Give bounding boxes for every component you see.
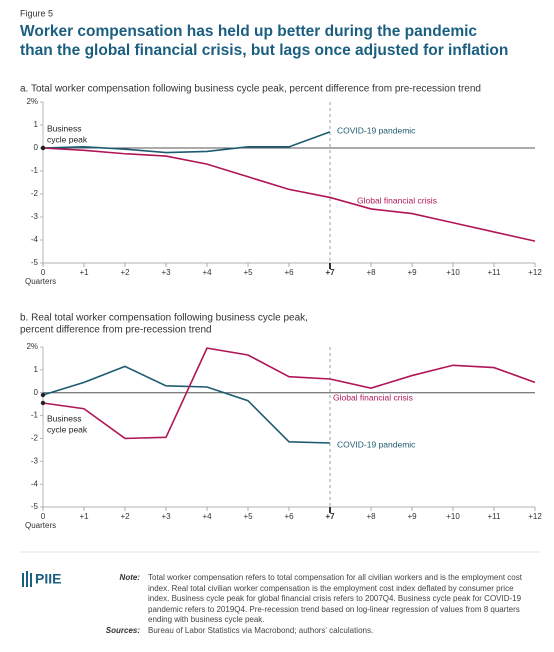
x-tick-label: 0 [41,268,46,277]
annotation: cycle peak [47,424,88,434]
x-tick-label: +3 [161,512,171,521]
y-tick-label: 0 [34,388,39,397]
annotation: cycle peak [47,134,88,144]
start-marker [40,392,46,398]
panel-title: percent difference from pre-recession tr… [20,325,212,336]
panel-title: a. Total worker compensation following b… [20,84,481,95]
y-tick-label: 2% [26,97,38,106]
y-tick-label: 0 [34,143,39,152]
y-tick-label: -3 [31,212,39,221]
x-tick-label: +4 [202,268,212,277]
annotation: Business [47,123,82,133]
x-tick-label: +6 [284,268,294,277]
y-tick-label: -2 [31,434,39,443]
sources: Bureau of Labor Statistics via Macrobond… [148,626,374,635]
start-marker [40,145,46,151]
y-tick-label: -3 [31,456,39,465]
x-tick-label: +3 [161,268,171,277]
x-tick-label: +2 [120,512,130,521]
y-tick-label: 1 [34,120,39,129]
x-tick-label: +11 [488,512,502,521]
y-tick-label: 2% [26,342,38,351]
y-tick-label: -2 [31,189,39,198]
y-tick-label: -1 [31,166,39,175]
logo: PIIE [35,571,61,587]
x-tick-label: +9 [407,512,417,521]
x-tick-label: +11 [488,268,502,277]
x-tick-label: +12 [528,512,542,521]
x-tick-label: +6 [284,512,294,521]
annotation: Business [47,413,82,423]
x-tick-label: +1 [79,268,89,277]
y-tick-label: 1 [34,365,39,374]
x-tick-label: +8 [366,268,376,277]
x-tick-label: +7 [325,512,335,521]
x-tick-label: +12 [528,268,542,277]
line-series [42,147,536,242]
x-tick-label: +10 [446,512,460,521]
x-tick-label: +5 [243,512,253,521]
y-tick-label: -5 [31,258,39,267]
y-tick-label: -1 [31,411,39,420]
title-line: Worker compensation has held up better d… [20,23,477,40]
note: Total worker compensation refers to tota… [148,573,522,624]
x-tick-label: +4 [202,512,212,521]
start-marker [40,400,46,406]
x-tick-label: 0 [41,512,46,521]
x-tick-label: +5 [243,268,253,277]
x-tick-label: +10 [446,268,460,277]
panel-title: b. Real total worker compensation follow… [20,313,308,324]
line-series [42,347,536,440]
series-label: Global financial crisis [333,392,413,402]
x-tick-label: +7 [325,268,335,277]
y-tick-label: -4 [31,479,39,488]
line-series [42,365,331,444]
title-line: than the global financial crisis, but la… [20,42,508,59]
x-tick-label: +8 [366,512,376,521]
y-tick-label: -4 [31,235,39,244]
y-tick-label: -5 [31,502,39,511]
x-axis-label: Quarters [25,277,56,286]
series-label: COVID-19 pandemic [337,439,416,449]
x-tick-label: +2 [120,268,130,277]
series-label: Global financial crisis [357,195,437,205]
note-label: Note: [119,573,140,582]
x-tick-label: +9 [407,268,417,277]
line-series [42,131,331,154]
series-label: COVID-19 pandemic [337,125,416,135]
figure-label: Figure 5 [20,8,53,18]
x-axis-label: Quarters [25,521,56,530]
logo-icon [22,571,32,587]
x-tick-label: +1 [79,512,89,521]
sources-label: Sources: [105,626,140,635]
